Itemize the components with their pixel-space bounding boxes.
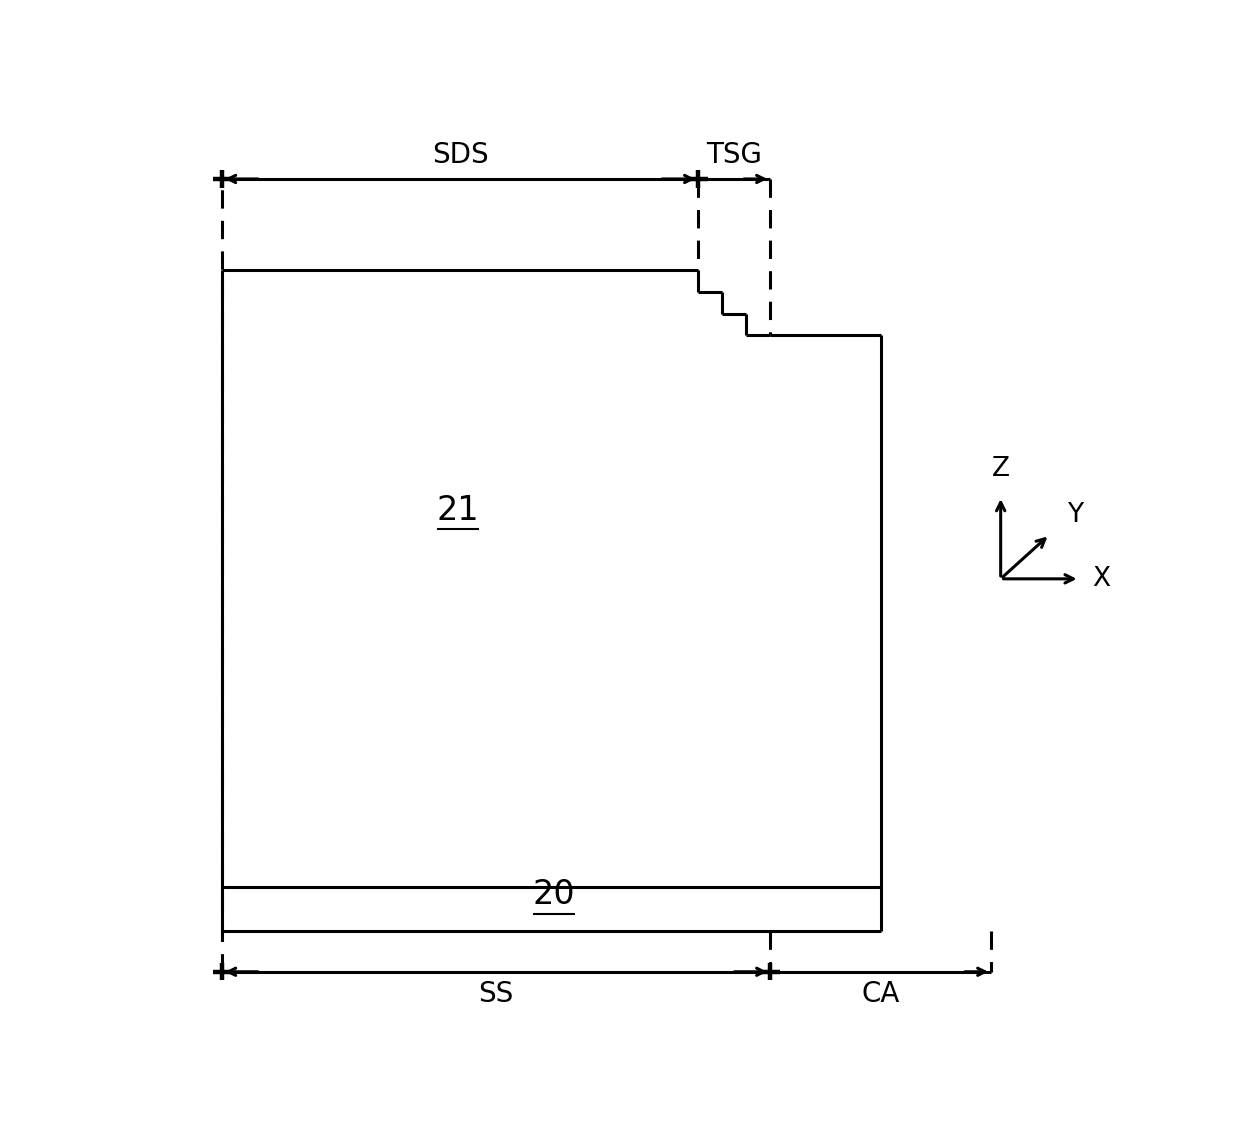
Text: X: X <box>1092 566 1110 592</box>
Text: Y: Y <box>1066 501 1083 527</box>
Text: SDS: SDS <box>432 141 489 169</box>
Text: Z: Z <box>992 456 1009 482</box>
Text: 21: 21 <box>436 493 479 526</box>
Text: 20: 20 <box>532 878 575 911</box>
Text: CA: CA <box>862 980 900 1008</box>
Text: TSG: TSG <box>706 141 761 169</box>
Text: SS: SS <box>479 980 513 1008</box>
